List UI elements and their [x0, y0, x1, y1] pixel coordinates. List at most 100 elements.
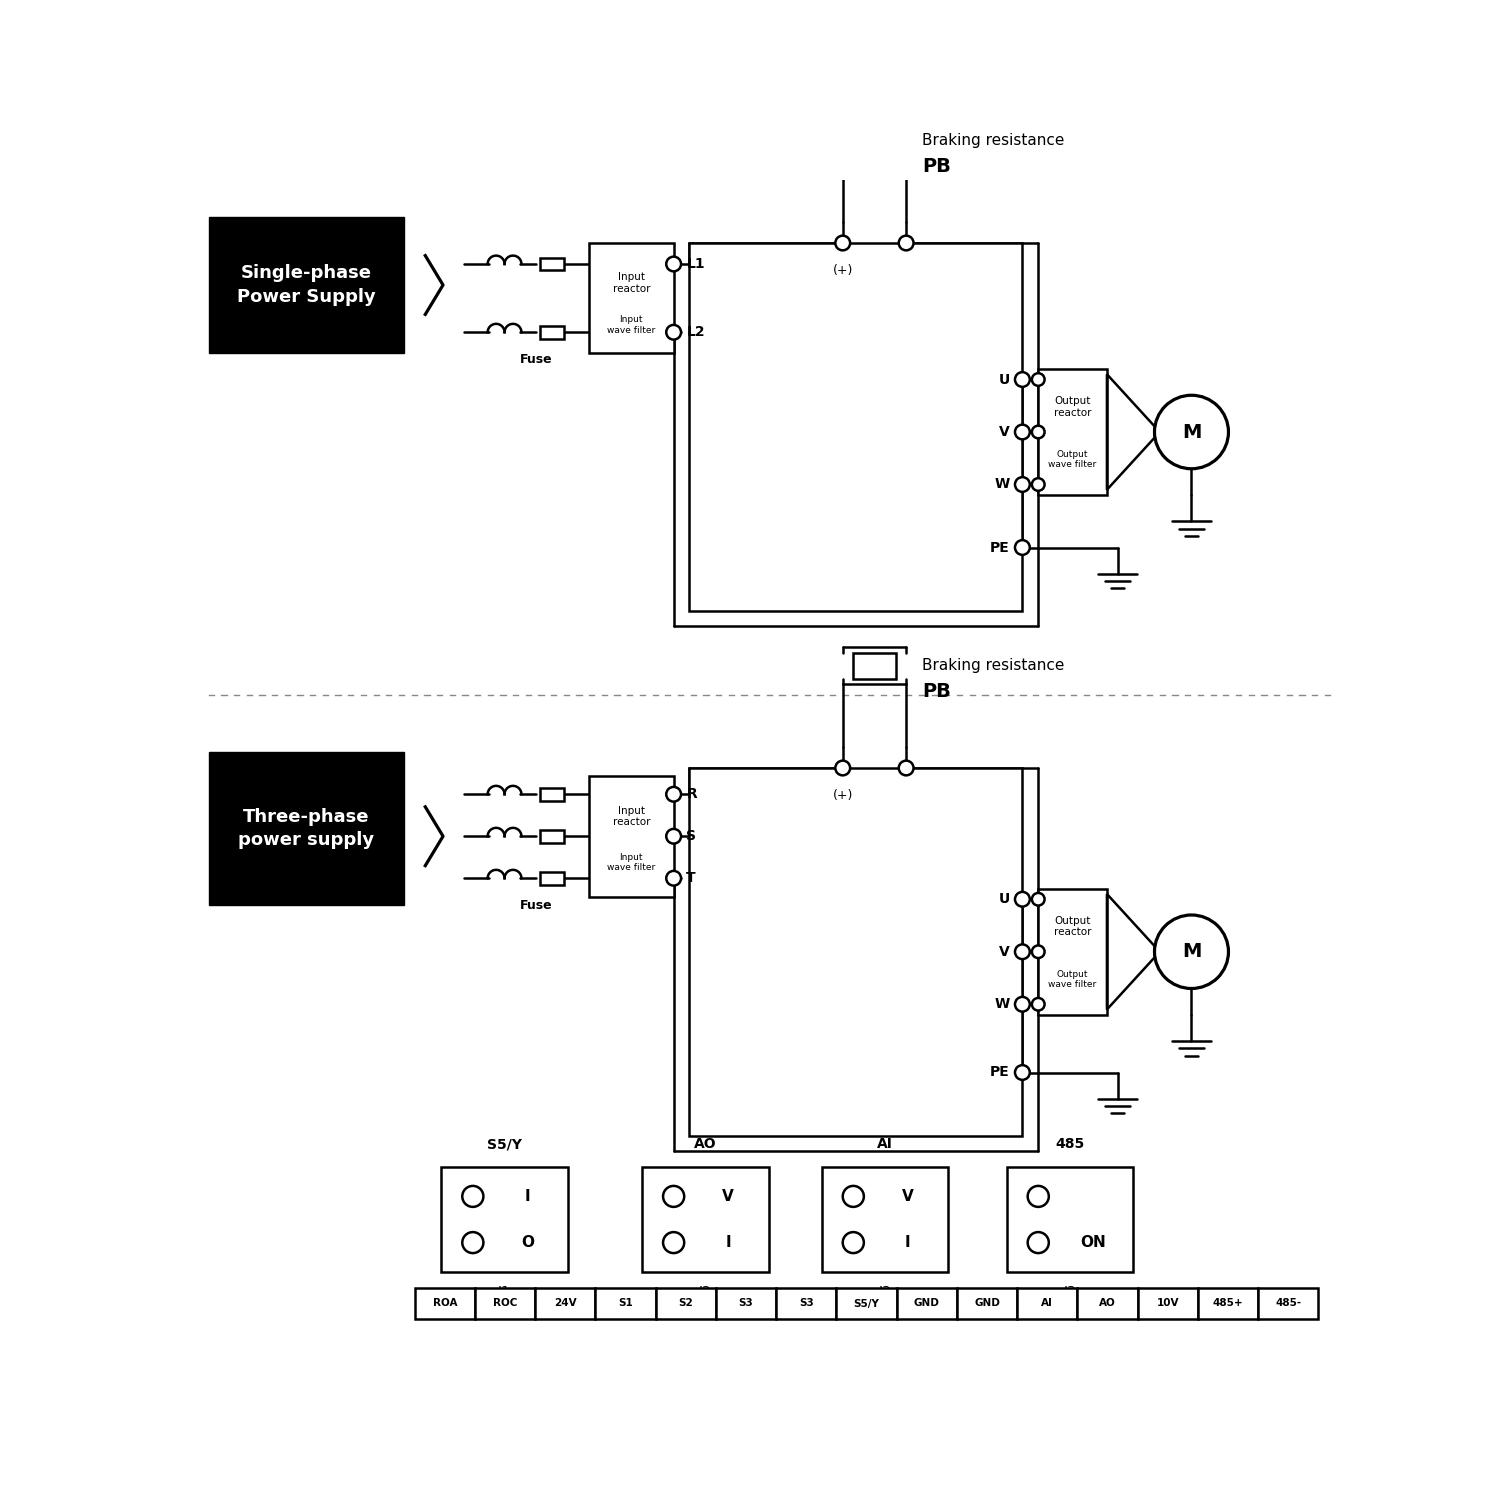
Bar — [1038, 369, 1107, 495]
Text: 10V: 10V — [1156, 1299, 1179, 1308]
Circle shape — [666, 788, 681, 801]
Text: L2: L2 — [687, 326, 705, 339]
Circle shape — [666, 830, 681, 843]
Circle shape — [1032, 478, 1044, 490]
Text: (+): (+) — [833, 789, 854, 802]
Circle shape — [843, 1232, 864, 1252]
Text: S2: S2 — [678, 1299, 693, 1308]
Text: S3: S3 — [738, 1299, 753, 1308]
Circle shape — [663, 1232, 684, 1252]
Bar — [1017, 1287, 1077, 1320]
Text: Input
wave filter: Input wave filter — [608, 315, 656, 334]
Text: (+): (+) — [833, 264, 854, 278]
Circle shape — [666, 256, 681, 272]
Bar — [853, 128, 895, 154]
Circle shape — [1016, 945, 1031, 958]
Bar — [441, 1167, 568, 1272]
Circle shape — [1032, 998, 1044, 1011]
Text: M: M — [1182, 423, 1202, 441]
Bar — [957, 1287, 1017, 1320]
Text: PB: PB — [922, 158, 951, 176]
Text: ON: ON — [1080, 1234, 1106, 1250]
Text: Braking resistance: Braking resistance — [922, 657, 1065, 672]
Text: AO: AO — [1100, 1299, 1116, 1308]
Circle shape — [1155, 915, 1228, 989]
Bar — [690, 768, 1023, 1136]
Text: V: V — [902, 1190, 914, 1204]
Circle shape — [1028, 1232, 1048, 1252]
Text: J3: J3 — [1064, 1284, 1077, 1299]
Text: S1: S1 — [618, 1299, 633, 1308]
Circle shape — [1155, 396, 1228, 468]
Text: U: U — [999, 372, 1010, 387]
Text: Fuse: Fuse — [520, 900, 552, 912]
Circle shape — [462, 1186, 483, 1208]
Text: ROC: ROC — [494, 1299, 517, 1308]
Bar — [540, 830, 564, 843]
Bar — [776, 1287, 837, 1320]
Text: ROA: ROA — [432, 1299, 457, 1308]
Bar — [590, 777, 674, 897]
Text: M: M — [1182, 942, 1202, 962]
Bar — [540, 326, 564, 339]
Circle shape — [663, 1186, 684, 1208]
Text: L1: L1 — [687, 256, 705, 272]
Bar — [837, 1287, 897, 1320]
Bar — [590, 243, 674, 354]
Bar — [716, 1287, 776, 1320]
Circle shape — [836, 760, 850, 776]
Bar — [897, 1287, 957, 1320]
Bar — [1198, 1287, 1258, 1320]
Text: V: V — [723, 1190, 734, 1204]
Text: R: R — [687, 788, 698, 801]
Text: AI: AI — [1041, 1299, 1053, 1308]
Text: I: I — [525, 1190, 530, 1204]
Circle shape — [666, 326, 681, 339]
Circle shape — [1032, 426, 1044, 438]
Circle shape — [836, 236, 850, 250]
Text: I: I — [726, 1234, 730, 1250]
Text: Output
wave filter: Output wave filter — [1048, 970, 1096, 988]
Bar — [690, 243, 1023, 610]
Text: Output
reactor: Output reactor — [1054, 396, 1092, 417]
Text: S: S — [687, 830, 696, 843]
Text: S5/Y: S5/Y — [853, 1299, 879, 1308]
Text: J1: J1 — [498, 1284, 512, 1299]
Circle shape — [898, 236, 914, 250]
Circle shape — [462, 1232, 483, 1252]
Bar — [536, 1287, 596, 1320]
Text: 485+: 485+ — [1212, 1299, 1243, 1308]
Text: Three-phase
power supply: Three-phase power supply — [238, 807, 375, 849]
Text: AO: AO — [694, 1137, 717, 1152]
Text: O: O — [520, 1234, 534, 1250]
Circle shape — [898, 760, 914, 776]
Text: U: U — [999, 892, 1010, 906]
Text: Output
wave filter: Output wave filter — [1048, 450, 1096, 470]
Bar — [596, 1287, 656, 1320]
Text: GND: GND — [914, 1299, 939, 1308]
Text: AI: AI — [878, 1137, 892, 1152]
Bar — [642, 1167, 770, 1272]
Circle shape — [1016, 892, 1031, 906]
Bar — [414, 1287, 476, 1320]
Text: S5/Y: S5/Y — [488, 1137, 522, 1152]
Text: I: I — [904, 1234, 910, 1250]
Text: 485-: 485- — [1275, 1299, 1300, 1308]
Text: GND: GND — [974, 1299, 1000, 1308]
Text: Fuse: Fuse — [520, 354, 552, 366]
Text: 485: 485 — [1056, 1137, 1084, 1152]
Bar — [1077, 1287, 1137, 1320]
Circle shape — [1032, 892, 1044, 906]
Circle shape — [1016, 540, 1031, 555]
Text: Output
reactor: Output reactor — [1054, 915, 1092, 938]
Circle shape — [1032, 945, 1044, 958]
Bar — [1038, 888, 1107, 1014]
Bar — [1137, 1287, 1198, 1320]
Bar — [540, 788, 564, 801]
Circle shape — [1028, 1186, 1048, 1208]
Text: T: T — [687, 871, 696, 885]
Bar — [209, 753, 404, 904]
Text: V: V — [999, 424, 1010, 439]
Text: Input
wave filter: Input wave filter — [608, 853, 656, 871]
Bar — [540, 258, 564, 270]
